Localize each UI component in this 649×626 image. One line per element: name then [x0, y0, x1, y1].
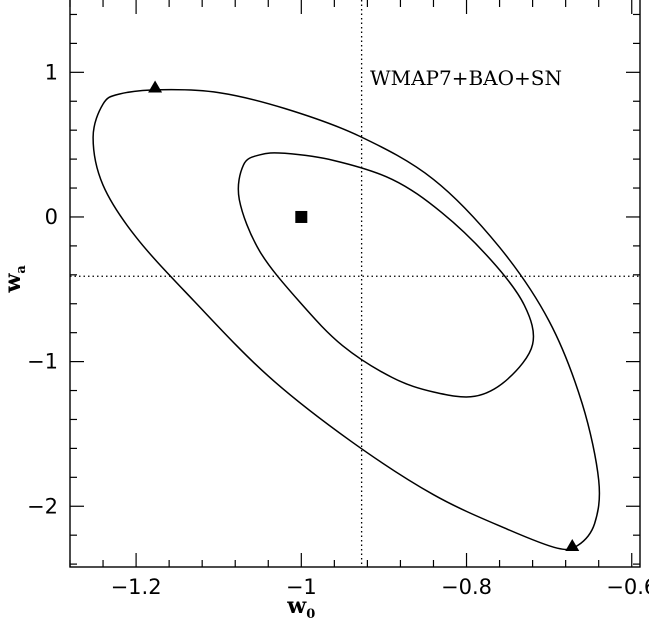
tick-marks — [69, 0, 640, 567]
x-tick-label: −0.6 — [606, 575, 649, 599]
y-tick-label: −2 — [27, 494, 58, 518]
contour-inner — [237, 152, 535, 398]
annotation: WMAP7+BAO+SN — [370, 66, 562, 90]
y-tick-label: −1 — [27, 350, 58, 374]
tick-labels: −1.2 −1 −0.8 −0.6 −2 −1 0 1 — [27, 60, 649, 599]
triangle-marker — [148, 80, 163, 93]
y-axis-label-main: w — [0, 273, 26, 294]
plot-frame — [69, 0, 641, 568]
contour-outer — [92, 88, 601, 551]
y-tick-label: 1 — [45, 60, 58, 84]
y-tick-label: 0 — [45, 205, 58, 229]
triangle-marker — [565, 539, 580, 552]
x-tick-label: −1 — [286, 575, 317, 599]
reference-lines — [70, 0, 640, 567]
y-axis-label: wa — [0, 265, 29, 294]
y-axis-label-sub: a — [14, 265, 29, 274]
markers — [148, 80, 580, 552]
square-marker — [295, 210, 308, 223]
x-tick-label: −1.2 — [111, 575, 162, 599]
contours — [92, 88, 601, 551]
x-tick-label: −0.8 — [441, 575, 492, 599]
x-axis-label-sub: 0 — [306, 607, 315, 622]
x-axis-label-main: w — [286, 593, 307, 619]
x-axis-label: w0 — [286, 593, 315, 622]
